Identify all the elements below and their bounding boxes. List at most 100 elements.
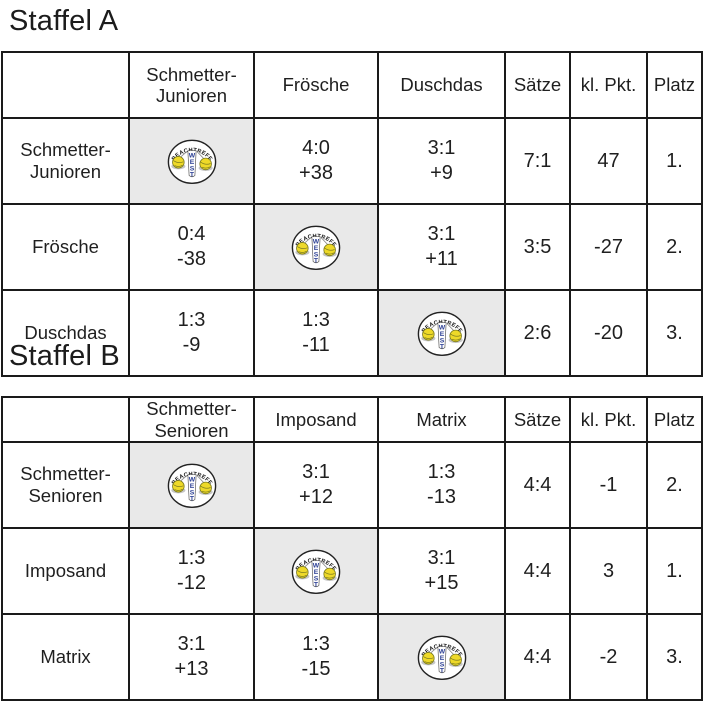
result-cell: 4:0 +38 xyxy=(253,117,379,205)
saetze-cell: 7:1 xyxy=(504,117,571,205)
column-header-imposand: Imposand xyxy=(253,396,379,443)
table-row: Schmetter- Senioren BEACHTREFF W E S T 3… xyxy=(1,441,703,529)
platz-cell: 1. xyxy=(646,117,703,205)
svg-text:E: E xyxy=(314,245,319,252)
table-row: Frösche 0:4 -38 BEACHTREFF W E S T 3:1 +… xyxy=(1,203,703,291)
saetze-cell: 3:5 xyxy=(504,203,571,291)
svg-text:S: S xyxy=(439,337,444,344)
column-header-kl-pkt: kl. Pkt. xyxy=(569,396,648,443)
platz-cell: 3. xyxy=(646,613,703,701)
svg-text:E: E xyxy=(189,483,194,490)
column-header-duschdas: Duschdas xyxy=(377,51,506,119)
logo-west-letters: W E S T xyxy=(188,153,195,179)
logo-net-column xyxy=(311,560,321,588)
platz-cell: 1. xyxy=(646,527,703,615)
platz-cell: 2. xyxy=(646,441,703,529)
table-row: Schmetter- Junioren BEACHTREFF W E S T 4… xyxy=(1,117,703,205)
kl-pkt-cell: 3 xyxy=(569,527,648,615)
platz-cell: 3. xyxy=(646,289,703,377)
team-label: Schmetter- Junioren xyxy=(1,117,130,205)
result-cell: 3:1 +15 xyxy=(377,527,506,615)
league-standings-page: { "logo": { "arc_text": "BEACHTREFF", "l… xyxy=(1,5,703,701)
svg-text:W: W xyxy=(313,563,320,570)
logo-west-letters: W E S T xyxy=(313,239,320,265)
kl-pkt-cell: -20 xyxy=(569,289,648,377)
logo-west-letters: W E S T xyxy=(188,477,195,503)
diagonal-logo-cell: BEACHTREFF W E S T xyxy=(128,117,255,205)
svg-text:E: E xyxy=(314,569,319,576)
column-header-schmetter-senioren: Schmetter- Senioren xyxy=(128,396,255,443)
result-cell: 0:4 -38 xyxy=(128,203,255,291)
kl-pkt-cell: -2 xyxy=(569,613,648,701)
svg-text:W: W xyxy=(188,153,195,160)
table-row: Duschdas 1:3 -9 1:3 -11 BEACHTREFF W E S… xyxy=(1,289,703,377)
saetze-cell: 4:4 xyxy=(504,527,571,615)
svg-text:S: S xyxy=(314,251,319,258)
beachtreff-logo-icon: BEACHTREFF W E S T xyxy=(417,635,466,681)
logo-west-letters: W E S T xyxy=(438,325,445,351)
staffel-a-title: Staffel A xyxy=(9,5,119,37)
logo-net-column xyxy=(437,322,446,350)
column-header-platz: Platz xyxy=(646,396,703,443)
staffel-a-header-row: Schmetter- Junioren Frösche Duschdas Sät… xyxy=(1,51,703,119)
beachtreff-logo-icon: BEACHTREFF W E S T xyxy=(167,139,216,185)
saetze-cell: 2:6 xyxy=(504,289,571,377)
beachtreff-logo-icon: BEACHTREFF W E S T xyxy=(291,225,341,271)
staffel-b-table: Schmetter- Senioren Imposand Matrix Sätz… xyxy=(1,396,703,701)
diagonal-logo-cell: BEACHTREFF W E S T xyxy=(128,441,255,529)
diagonal-logo-cell: BEACHTREFF W E S T xyxy=(253,203,379,291)
column-header-schmetter-junioren: Schmetter- Junioren xyxy=(128,51,255,119)
kl-pkt-cell: -1 xyxy=(569,441,648,529)
result-cell: 3:1 +13 xyxy=(128,613,255,701)
diagonal-logo-cell: BEACHTREFF W E S T xyxy=(377,289,506,377)
team-label: Frösche xyxy=(1,203,130,291)
table-row: Imposand 1:3 -12 BEACHTREFF W E S T 3:1 … xyxy=(1,527,703,615)
svg-text:W: W xyxy=(313,239,320,246)
table-row: Matrix 3:1 +13 1:3 -15 BEACHTREFF W E S … xyxy=(1,613,703,701)
team-label: Imposand xyxy=(1,527,130,615)
corner-cell xyxy=(1,51,130,119)
beachtreff-logo-icon: BEACHTREFF W E S T xyxy=(167,463,216,509)
result-cell: 1:3 -9 xyxy=(128,289,255,377)
logo-net-column xyxy=(311,236,321,264)
saetze-cell: 4:4 xyxy=(504,613,571,701)
beachtreff-logo-icon: BEACHTREFF W E S T xyxy=(291,549,341,595)
beachtreff-logo-icon: BEACHTREFF W E S T xyxy=(417,311,466,357)
column-header-kl-pkt: kl. Pkt. xyxy=(569,51,648,119)
team-label: Duschdas xyxy=(1,289,130,377)
svg-text:T: T xyxy=(189,495,194,502)
column-header-froesche: Frösche xyxy=(253,51,379,119)
column-header-platz: Platz xyxy=(646,51,703,119)
logo-net-column xyxy=(187,150,196,178)
result-cell: 1:3 -11 xyxy=(253,289,379,377)
svg-text:T: T xyxy=(439,343,444,350)
platz-cell: 2. xyxy=(646,203,703,291)
column-header-saetze: Sätze xyxy=(504,51,571,119)
svg-text:W: W xyxy=(438,325,445,332)
svg-text:W: W xyxy=(188,477,195,484)
saetze-cell: 4:4 xyxy=(504,441,571,529)
logo-west-letters: W E S T xyxy=(313,563,320,589)
svg-text:S: S xyxy=(314,575,319,582)
svg-text:S: S xyxy=(189,489,194,496)
kl-pkt-cell: 47 xyxy=(569,117,648,205)
team-label: Schmetter- Senioren xyxy=(1,441,130,529)
column-header-matrix: Matrix xyxy=(377,396,506,443)
svg-text:T: T xyxy=(314,581,319,588)
diagonal-logo-cell: BEACHTREFF W E S T xyxy=(253,527,379,615)
result-cell: 3:1 +12 xyxy=(253,441,379,529)
kl-pkt-cell: -27 xyxy=(569,203,648,291)
result-cell: 3:1 +9 xyxy=(377,117,506,205)
team-label: Matrix xyxy=(1,613,130,701)
column-header-saetze: Sätze xyxy=(504,396,571,443)
staffel-a-table: Schmetter- Junioren Frösche Duschdas Sät… xyxy=(1,51,703,377)
staffel-b-header-row: Schmetter- Senioren Imposand Matrix Sätz… xyxy=(1,396,703,443)
svg-text:T: T xyxy=(189,171,194,178)
result-cell: 1:3 -13 xyxy=(377,441,506,529)
svg-text:T: T xyxy=(314,257,319,264)
logo-net-column xyxy=(187,474,196,502)
result-cell: 1:3 -15 xyxy=(253,613,379,701)
svg-text:S: S xyxy=(189,165,194,172)
svg-text:E: E xyxy=(189,159,194,166)
staffel-b-title: Staffel B xyxy=(9,340,120,372)
